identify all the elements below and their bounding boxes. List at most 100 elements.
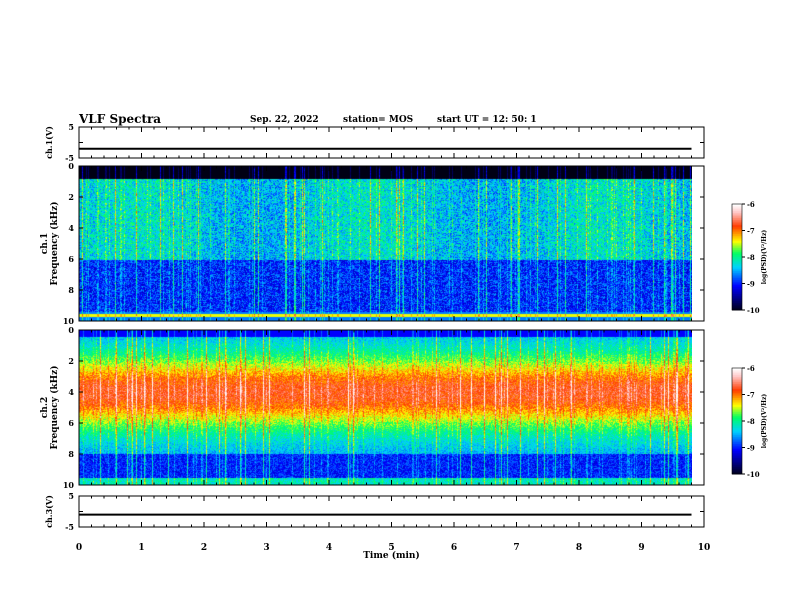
colorbar-swatch — [732, 306, 742, 309]
colorbar-swatch — [732, 271, 742, 274]
colorbar-tick-label: -9 — [747, 444, 755, 453]
colorbar-swatch — [732, 435, 742, 438]
ytick-label-ch3-waveform: -5 — [65, 522, 74, 532]
colorbar-ch2-spectrogram: -6 -7 -8 -9 -10 log(PSD)(V²/Hz) — [731, 364, 768, 479]
colorbar-swatch — [732, 459, 742, 463]
colorbar-swatch — [732, 466, 742, 470]
colorbar-swatch — [732, 244, 742, 247]
colorbar-swatch — [732, 285, 742, 288]
ytick-label-ch2-spectrogram: 4 — [68, 387, 74, 397]
colorbar-swatch — [732, 264, 742, 267]
ylabel-text-ch3-waveform: ch.3(V) — [44, 495, 54, 528]
colorbar-swatch — [732, 276, 742, 279]
ytick-label-ch1-spectrogram: 0 — [68, 161, 74, 171]
colorbar-swatch — [732, 278, 742, 281]
xtick-label: 1 — [138, 543, 144, 553]
colorbar-swatch — [732, 417, 742, 420]
colorbar-tick-label: -10 — [747, 470, 760, 479]
ylabel-text-ch1-waveform: ch.1(V) — [44, 126, 54, 159]
xtick-label: 8 — [576, 543, 582, 553]
ytick-label-ch1-spectrogram: 8 — [68, 285, 74, 295]
colorbar-swatch — [732, 410, 742, 413]
colorbar-swatch — [732, 207, 742, 210]
colorbar-swatch — [732, 389, 742, 392]
colorbar-swatch — [732, 392, 742, 395]
colorbar-swatch — [732, 369, 742, 373]
xtick-label: 4 — [326, 543, 332, 553]
colorbar-swatch — [732, 297, 742, 300]
colorbar-swatch — [732, 415, 742, 418]
colorbar-swatch — [732, 445, 742, 448]
station-label: station= MOS — [343, 115, 414, 125]
xtick-label: 3 — [263, 543, 269, 553]
colorbar-swatch — [732, 260, 742, 263]
colorbar-swatch — [732, 237, 742, 240]
colorbar-swatch — [732, 246, 742, 249]
colorbar-swatch — [732, 458, 742, 461]
ylabel-ch3-waveform: ch.3(V) — [44, 495, 54, 528]
colorbar-tick-label: -7 — [747, 227, 755, 236]
colorbar-swatch — [732, 447, 742, 450]
colorbar-swatch — [732, 205, 742, 209]
colorbar-swatch — [732, 235, 742, 239]
xtick-label: 10 — [698, 543, 711, 553]
colorbar-swatch — [732, 456, 742, 459]
colorbar-swatch — [732, 219, 742, 223]
xtick-label: 2 — [201, 543, 207, 553]
colorbar-swatch — [732, 212, 742, 216]
colorbar-swatch — [732, 472, 742, 475]
colorbar-swatch — [732, 390, 742, 394]
colorbar-swatch — [732, 468, 742, 471]
colorbar-swatch — [732, 385, 742, 388]
colorbar-swatch — [732, 436, 742, 440]
colorbar-swatch — [732, 429, 742, 433]
xtick-label: 5 — [388, 543, 394, 553]
ytick-label-ch1-spectrogram: 6 — [68, 254, 74, 264]
colorbar-swatch — [732, 269, 742, 272]
colorbar-swatch — [732, 211, 742, 214]
colorbar-swatch — [732, 304, 742, 307]
colorbar-swatch — [732, 382, 742, 385]
colorbar-swatch — [732, 272, 742, 276]
colorbar-swatch — [732, 419, 742, 422]
colorbar-swatch — [732, 442, 742, 445]
colorbar-swatch — [732, 255, 742, 258]
colorbar-swatch — [732, 251, 742, 254]
colorbar-swatch — [732, 239, 742, 242]
colorbar-swatch — [732, 399, 742, 403]
colorbar-swatch — [732, 241, 742, 244]
colorbar-swatch — [732, 368, 742, 371]
colorbar-swatch — [732, 394, 742, 397]
colorbar-swatch — [732, 225, 742, 228]
colorbar-label: log(PSD)(V²/Hz) — [761, 230, 768, 285]
colorbar-swatch — [732, 216, 742, 219]
colorbar-swatch — [732, 408, 742, 411]
spectrogram-image-ch2 — [79, 330, 692, 485]
colorbar-swatch — [732, 249, 742, 253]
colorbar-swatch — [732, 279, 742, 283]
ylabel-channel-ch2-spectrogram: ch.2 — [40, 397, 50, 418]
colorbar-swatch — [732, 230, 742, 233]
xtick-label: 9 — [638, 543, 644, 553]
colorbar-swatch — [732, 228, 742, 231]
colorbar-swatch — [732, 283, 742, 286]
colorbar-swatch — [732, 299, 742, 302]
colorbar-swatch — [732, 438, 742, 441]
colorbar-swatch — [732, 248, 742, 251]
colorbar-ch1-spectrogram: -6 -7 -8 -9 -10 log(PSD)(V²/Hz) — [731, 200, 768, 315]
colorbar-swatch — [732, 288, 742, 292]
colorbar-swatch — [732, 398, 742, 401]
colorbar-tick-label: -7 — [747, 391, 755, 400]
ytick-label-ch1-waveform: -5 — [65, 153, 74, 163]
colorbar-swatch — [732, 424, 742, 427]
colorbar-label-group: log(PSD)(V²/Hz) — [761, 394, 768, 449]
colorbar-swatch — [732, 375, 742, 378]
colorbar-swatch — [732, 452, 742, 456]
colorbar-swatch — [732, 387, 742, 390]
colorbar-swatch — [732, 433, 742, 436]
colorbar-swatch — [732, 209, 742, 212]
colorbar-swatch — [732, 253, 742, 256]
colorbar-swatch — [732, 431, 742, 434]
colorbar-swatch — [732, 302, 742, 306]
